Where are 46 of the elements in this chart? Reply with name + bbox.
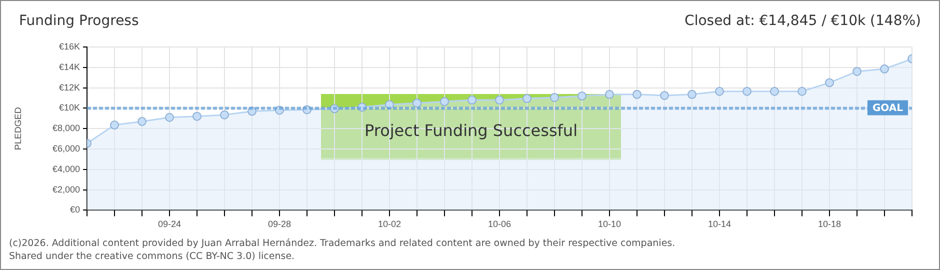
x-tick-label: 10-18 <box>818 219 842 230</box>
text: (c)2026. Additional content provided by Juan Arrabal Hernández. Trademarks and related content are owned by their respective companies. <box>9 238 676 249</box>
point <box>770 86 779 96</box>
point <box>138 116 146 126</box>
point <box>825 78 834 88</box>
point <box>468 96 476 105</box>
point <box>495 96 504 105</box>
point <box>412 98 422 108</box>
x-tick-label: 10-10 <box>598 219 622 230</box>
y-tick-label: €8,000 <box>52 123 80 134</box>
point <box>522 94 532 104</box>
y-tick-label: €16K <box>58 41 80 52</box>
point <box>715 86 724 96</box>
point <box>220 110 229 120</box>
x-tick-label: 10-14 <box>708 219 732 230</box>
annotation: Project Funding Successful <box>363 121 579 140</box>
x-tick-label: 09-28 <box>268 219 292 230</box>
point <box>798 86 806 96</box>
y-tick-label: €4,000 <box>52 164 80 174</box>
y-axis-title: PLEDGED <box>12 106 23 150</box>
point <box>165 112 174 122</box>
x-tick-label: 10-06 <box>488 219 512 230</box>
point <box>852 66 862 76</box>
point <box>880 64 889 74</box>
y-tick-label: €2,000 <box>52 184 80 194</box>
point <box>742 86 752 96</box>
ref-line-label: GOAL <box>872 102 904 114</box>
chart-title: Funding Progress <box>19 13 139 29</box>
x-tick-label: 10-02 <box>378 219 402 230</box>
x-tick-label: 09-24 <box>158 219 182 230</box>
chart-subtitle: Closed at: €14,845 / €10k (148%) <box>684 13 921 29</box>
y-tick-label: €10K <box>58 102 80 113</box>
point <box>550 92 559 102</box>
point <box>605 90 614 99</box>
text: Shared under the creative commons (CC BY-NC 3.0) license. <box>9 251 295 262</box>
y-tick-label: €6,000 <box>52 143 80 154</box>
y-tick-label: €0 <box>70 204 80 215</box>
point <box>440 97 449 106</box>
point <box>110 120 119 130</box>
y-tick-label: €12K <box>58 82 80 92</box>
point <box>660 90 669 100</box>
point <box>688 90 696 99</box>
point <box>632 90 642 99</box>
point <box>192 112 202 121</box>
y-tick-label: €14K <box>58 62 80 72</box>
point <box>578 91 586 100</box>
